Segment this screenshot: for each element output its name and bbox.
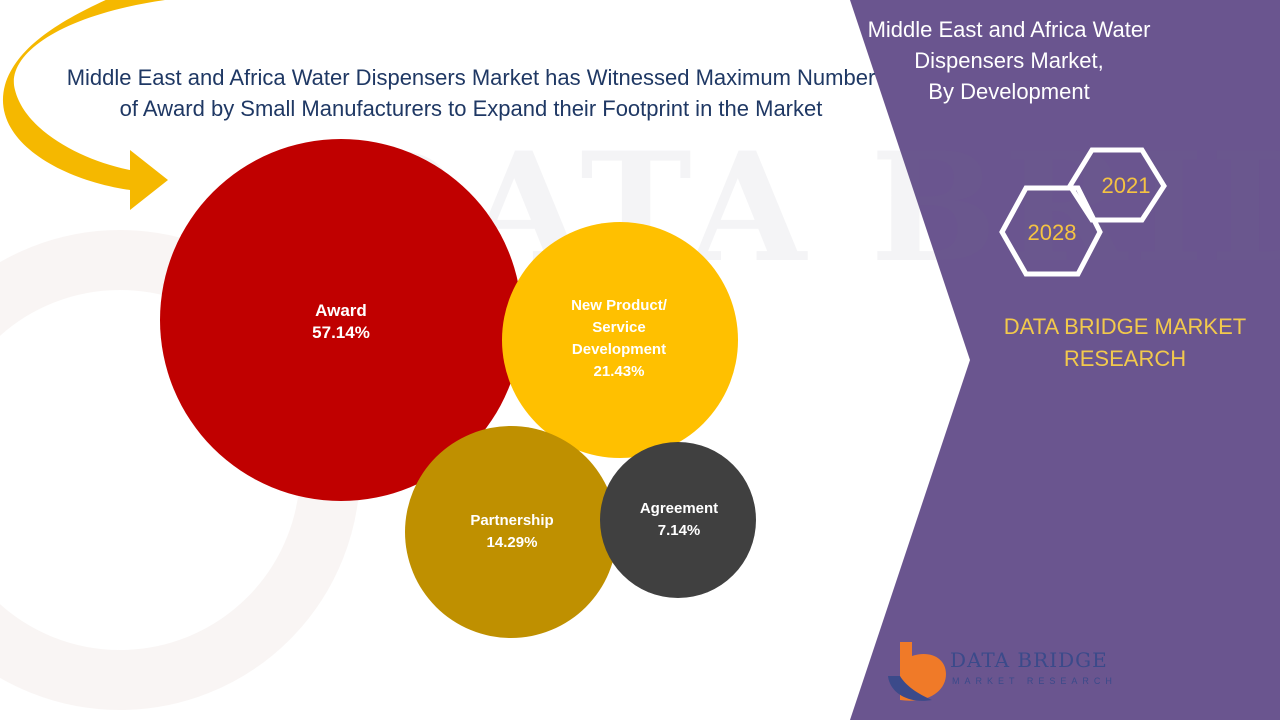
curved-arrow-icon: [3, 0, 168, 210]
bubble-category-text: Development: [571, 341, 667, 358]
brand-name: DATA BRIDGE MARKET RESEARCH: [990, 311, 1260, 375]
bubble-category-text: Award: [315, 301, 367, 320]
bubble-award: [160, 139, 522, 501]
brand-line1: DATA BRIDGE MARKET: [1003, 314, 1247, 339]
side-title-line2: Dispensers Market,: [914, 48, 1104, 73]
bubble-value-text: 7.14%: [657, 522, 701, 539]
bubble-value-text: 57.14%: [312, 323, 370, 342]
side-panel-background: [850, 0, 1280, 720]
bubble-new-product-label: New Product/Service Development 21.43%: [571, 295, 667, 383]
side-title-line1: Middle East and Africa Water: [867, 17, 1151, 42]
bubble-value-text: 14.29%: [486, 534, 538, 551]
side-panel-title: Middle East and Africa Water Dispensers …: [774, 14, 1244, 107]
bubble-award-label: Award 57.14%: [312, 300, 370, 344]
bubble-agreement-label: Agreement 7.14%: [640, 498, 718, 542]
year-start-label: 2021: [1101, 173, 1151, 198]
logo-tagline: MARKET RESEARCH: [952, 676, 1117, 686]
brand-line2: RESEARCH: [1063, 346, 1187, 371]
bubble-new-product: [502, 222, 738, 458]
bubble-category-text: Agreement: [639, 500, 719, 517]
year-end-label: 2028: [1027, 220, 1077, 245]
bubble-partnership: [405, 426, 617, 638]
page-title: Middle East and Africa Water Dispensers …: [66, 65, 876, 121]
bubble-category-text: Service: [592, 319, 646, 336]
bubble-category-text: New Product/: [571, 297, 667, 314]
bubble-value-text: 21.43%: [593, 363, 645, 380]
bubble-agreement: [600, 442, 756, 598]
bubble-partnership-label: Partnership 14.29%: [470, 510, 553, 554]
side-title-line3: By Development: [928, 79, 1090, 104]
logo-name: DATA BRIDGE: [950, 648, 1108, 672]
bubble-category-text: Partnership: [470, 512, 554, 529]
